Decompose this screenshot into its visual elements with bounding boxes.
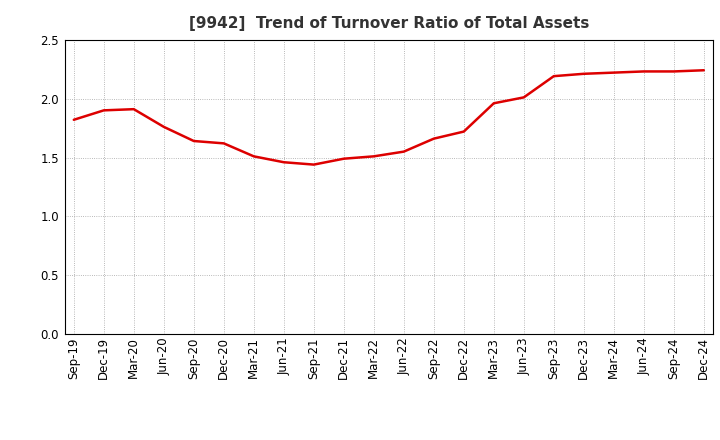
- Title: [9942]  Trend of Turnover Ratio of Total Assets: [9942] Trend of Turnover Ratio of Total …: [189, 16, 589, 32]
